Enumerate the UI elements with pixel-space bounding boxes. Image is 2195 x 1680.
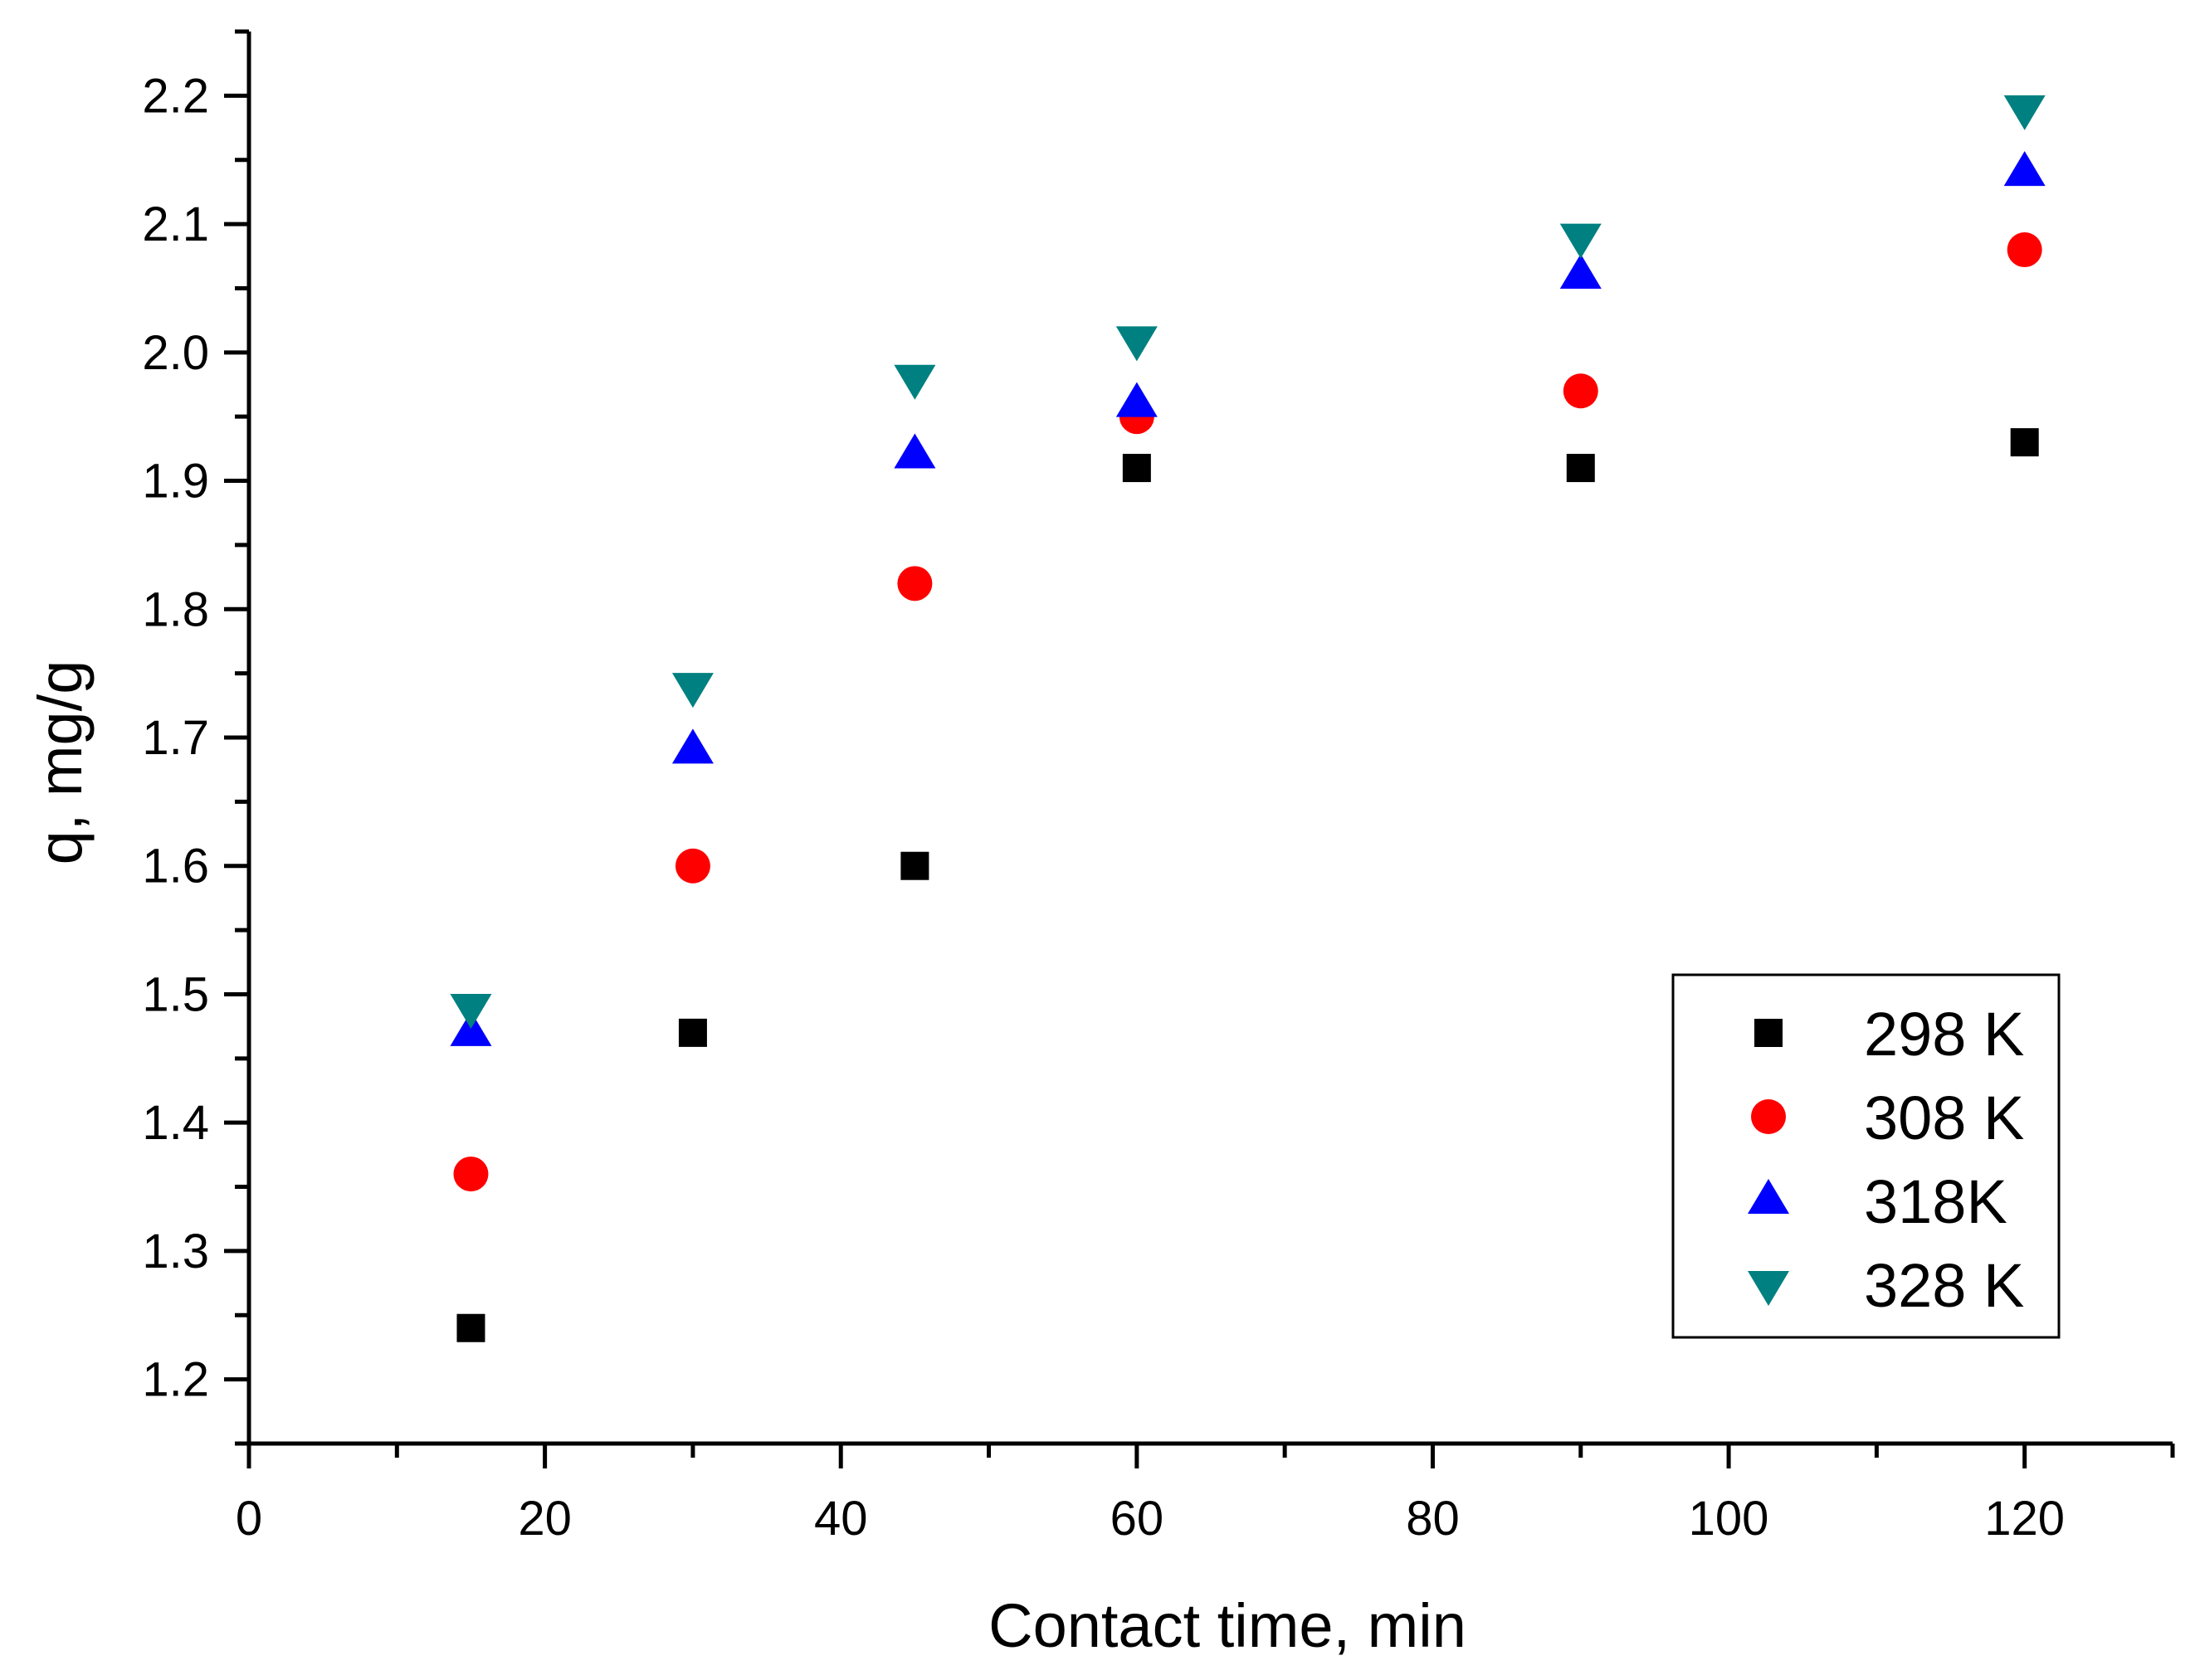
legend-marker: [1748, 1271, 1789, 1307]
x-tick-label: 120: [1984, 1492, 2065, 1546]
data-point: [671, 728, 714, 764]
y-tick-label: 1.3: [142, 1225, 209, 1278]
x-tick-label: 20: [518, 1492, 572, 1546]
x-tick-label: 80: [1406, 1492, 1460, 1546]
y-tick-label: 1.9: [142, 455, 209, 509]
x-tick-label: 0: [236, 1492, 262, 1546]
data-points: [450, 95, 2046, 1342]
x-tick-label: 60: [1110, 1492, 1164, 1546]
ticks: 0 20 40 60 80 100 120 1.2 1.3 1.4 1.5 1.6 1.7 1.8 1.9 2…: [142, 29, 2175, 1546]
data-point: [1559, 223, 1602, 259]
data-point: [897, 566, 933, 601]
y-tick-label: 2.0: [142, 326, 209, 380]
series-308k: [453, 232, 2042, 1192]
data-point: [1115, 382, 1158, 417]
series-328k: [450, 95, 2046, 1029]
data-point: [1115, 326, 1158, 362]
legend-label: 328 K: [1864, 1251, 2024, 1320]
series-318k: [450, 151, 2046, 1046]
data-point: [2007, 232, 2042, 268]
data-point: [2010, 428, 2039, 457]
y-tick-label: 1.2: [142, 1353, 209, 1407]
y-tick-label: 1.8: [142, 582, 209, 636]
y-axis-title: q, mg/g: [26, 660, 95, 865]
legend-label: 308 K: [1864, 1083, 2024, 1152]
legend-label: 298 K: [1864, 1000, 2024, 1069]
y-tick-label: 1.6: [142, 840, 209, 894]
data-point: [1559, 253, 1602, 289]
data-point: [894, 433, 936, 469]
legend-box: [1671, 973, 2061, 1339]
x-axis-title: Contact time, min: [988, 1591, 1466, 1660]
data-point: [456, 1313, 485, 1342]
legend: 298 K 308 K 318K 328 K: [1671, 973, 2061, 1339]
y-tick-label: 2.2: [142, 69, 209, 123]
data-point: [1563, 373, 1598, 409]
data-point: [675, 848, 710, 884]
data-point: [894, 364, 936, 400]
legend-marker: [1751, 1099, 1786, 1134]
series-298k: [456, 428, 2039, 1342]
y-tick-label: 1.5: [142, 967, 209, 1021]
data-point: [453, 1157, 489, 1192]
y-tick-label: 1.4: [142, 1096, 209, 1150]
data-point: [900, 851, 929, 880]
data-point: [678, 1018, 707, 1047]
data-point: [2003, 151, 2046, 187]
data-point: [1566, 454, 1595, 483]
data-point: [671, 673, 714, 709]
data-point: [2003, 95, 2046, 130]
y-tick-label: 1.7: [142, 711, 209, 765]
legend-marker: [1754, 1019, 1783, 1047]
data-point: [450, 993, 492, 1029]
y-tick-label: 2.1: [142, 197, 209, 251]
data-point: [1122, 454, 1151, 483]
x-tick-label: 40: [814, 1492, 868, 1546]
x-tick-label: 100: [1689, 1492, 1769, 1546]
legend-marker: [1748, 1178, 1789, 1214]
legend-label: 318K: [1864, 1167, 2007, 1236]
